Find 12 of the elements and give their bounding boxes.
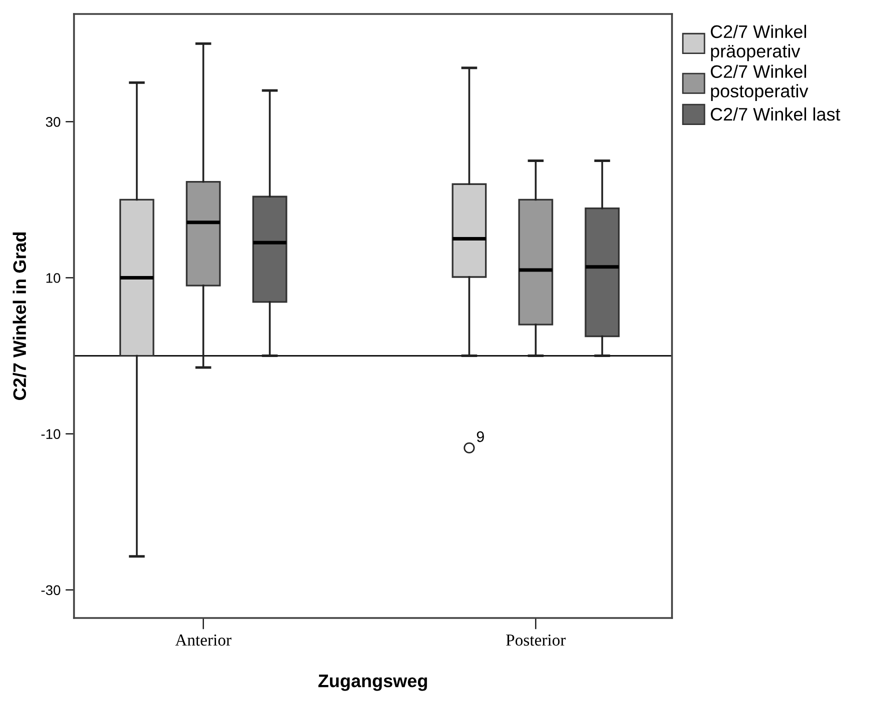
y-tick-label: 30	[46, 117, 60, 127]
y-tick-label: 10	[46, 273, 60, 283]
x-tick-label: Posterior	[506, 634, 566, 646]
legend-label: C2/7 Winkel präoperativ	[710, 24, 806, 62]
y-tick-label: -30	[41, 585, 60, 596]
y-axis-title: C2/7 Winkel in Grad	[12, 232, 26, 400]
x-axis-title: Zugangsweg	[318, 674, 427, 691]
legend-label: C2/7 Winkel last	[710, 107, 840, 121]
y-tick-label: -10	[41, 429, 60, 440]
legend-label: C2/7 Winkel postoperativ	[710, 64, 808, 102]
annotation: 9	[476, 431, 484, 442]
x-tick-label: Anterior	[175, 634, 232, 646]
